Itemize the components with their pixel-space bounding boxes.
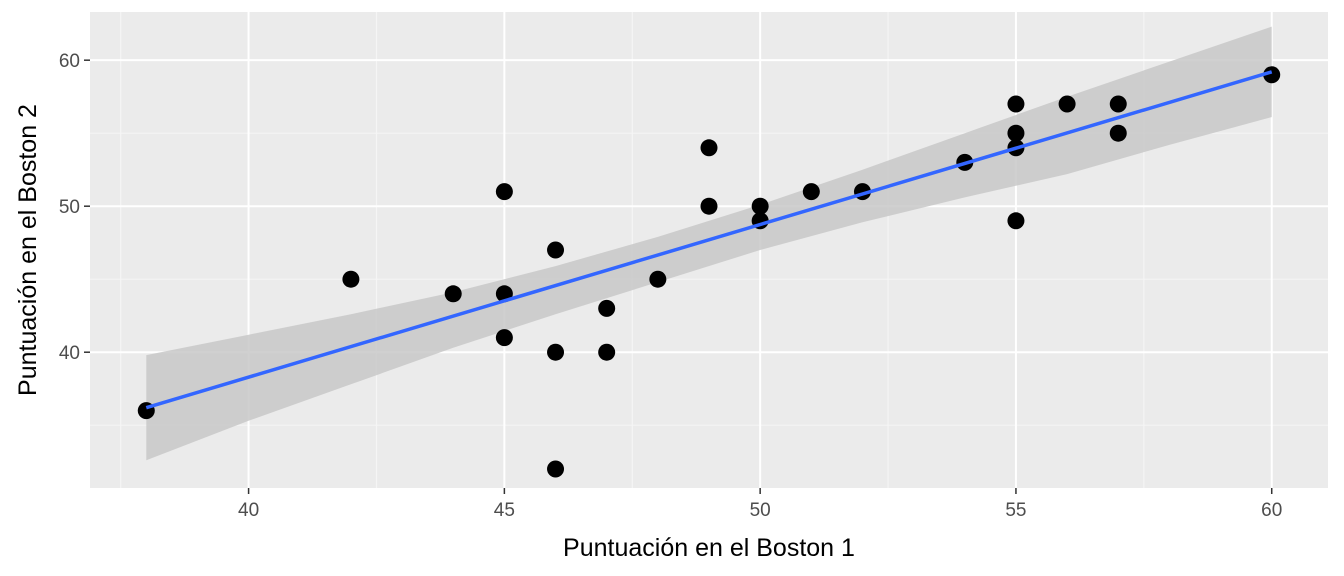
data-point xyxy=(700,139,718,157)
data-point xyxy=(547,460,565,478)
regression-line xyxy=(145,70,1273,410)
data-point xyxy=(598,343,616,361)
data-point xyxy=(1007,124,1025,142)
y-tick-label: 60 xyxy=(59,51,80,72)
data-point xyxy=(547,343,565,361)
data-point xyxy=(598,299,616,317)
data-point xyxy=(342,270,360,288)
data-point xyxy=(495,183,513,201)
data-point xyxy=(1109,95,1127,113)
data-points xyxy=(137,66,1281,478)
data-point xyxy=(751,197,769,215)
x-tick-label: 60 xyxy=(1261,500,1282,521)
data-point xyxy=(1058,95,1076,113)
x-axis-ticks: 40 45 50 55 60 xyxy=(238,488,1282,521)
x-tick-label: 50 xyxy=(750,500,771,521)
y-tick-label: 50 xyxy=(59,197,80,218)
data-point xyxy=(1007,95,1025,113)
y-axis-title: Puntuación en el Boston 2 xyxy=(14,104,42,396)
data-point xyxy=(1109,124,1127,142)
data-point xyxy=(1007,212,1025,230)
y-axis-ticks: 40 50 60 xyxy=(59,51,90,364)
x-tick-label: 45 xyxy=(494,500,515,521)
y-tick-label: 40 xyxy=(59,343,80,364)
x-tick-label: 40 xyxy=(238,500,259,521)
data-point xyxy=(495,329,513,347)
data-point xyxy=(547,241,565,259)
data-point xyxy=(1263,66,1281,84)
confidence-band xyxy=(146,26,1272,461)
x-tick-label: 55 xyxy=(1005,500,1026,521)
data-point xyxy=(444,285,462,303)
data-point xyxy=(700,197,718,215)
x-axis-title: Puntuación en el Boston 1 xyxy=(563,534,855,562)
data-point xyxy=(802,183,820,201)
data-point xyxy=(649,270,667,288)
